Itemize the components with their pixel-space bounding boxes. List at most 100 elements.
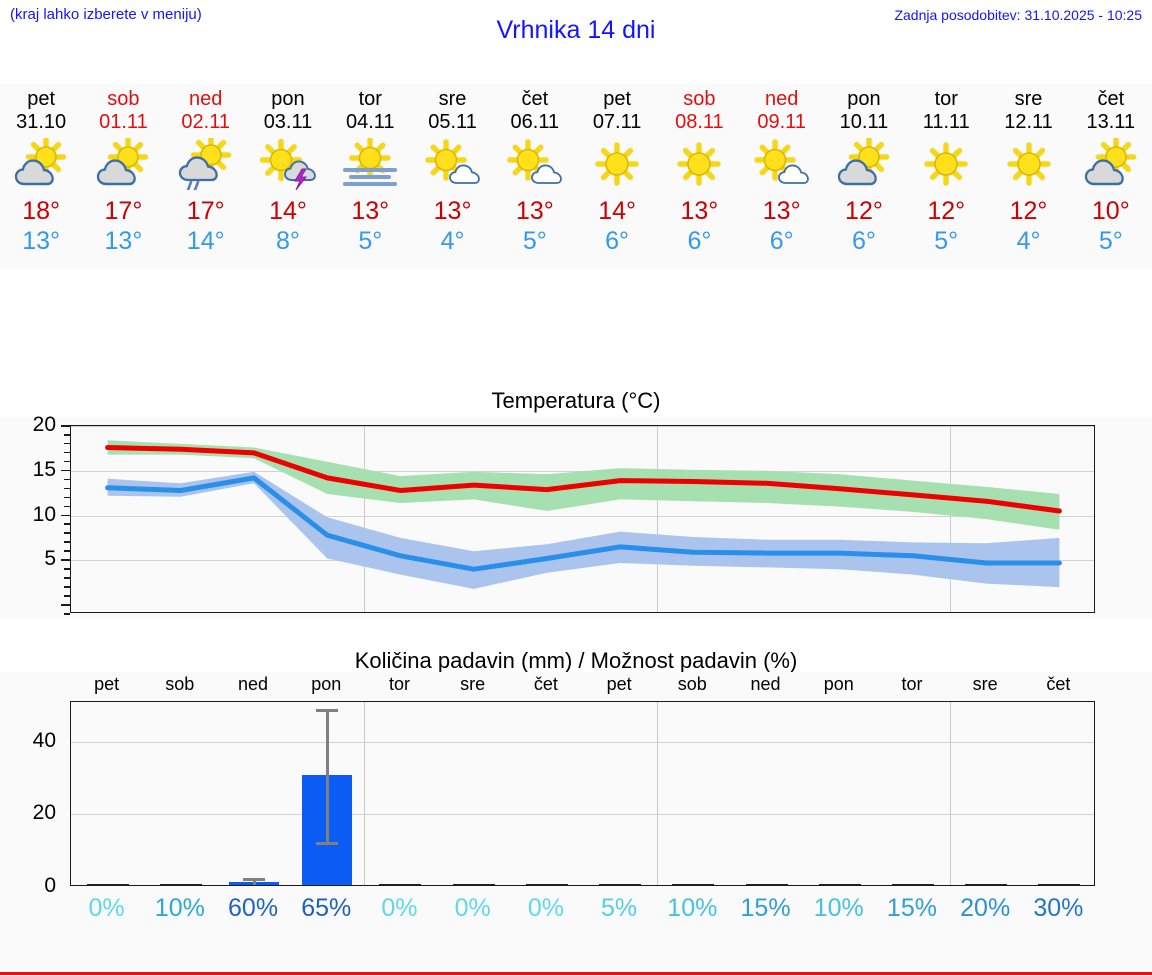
precipitation-probability: 5% [601,894,638,922]
y-axis-tick [64,460,70,463]
gridline-horizontal [71,426,1094,427]
error-bar-cap [316,709,339,713]
precipitation-day-label: čet [533,674,558,694]
day-name: pon [271,88,305,110]
day-column[interactable]: pet 31.10 18° 13° [0,84,82,269]
day-date: 13.11 [1086,111,1136,133]
y-axis-tick [64,550,70,552]
temperature-chart-title: Temperatura (°C) [491,388,661,413]
precipitation-day-label: pon [311,674,342,694]
precipitation-bar [86,884,129,885]
day-column[interactable]: sob 08.11 13° 6° [658,84,740,269]
weather-icon-container [586,138,648,190]
precipitation-bar [1038,884,1081,885]
temp-max: 13° [762,197,801,225]
y-axis-tick [61,469,70,472]
precipitation-bar [452,884,495,885]
temp-min: 5° [934,227,959,255]
y-axis-tick [64,532,70,535]
day-date: 09.11 [757,111,806,133]
temp-min: 6° [687,227,712,255]
sun-icon [677,141,722,187]
day-column[interactable]: sre 12.11 12° 4° [987,84,1069,269]
error-bar [252,877,256,885]
precipitation-probability: 15% [740,894,791,922]
gridline-vertical [656,702,658,885]
error-bar [325,709,329,842]
temp-max: 13° [680,197,719,225]
precipitation-day-label: pon [823,674,854,694]
sun-icon [594,141,640,187]
temp-max: 17° [186,197,225,225]
y-axis-tick [64,496,70,499]
weather-icon-container [175,134,237,192]
day-date: 01.11 [99,111,148,133]
day-column[interactable]: pon 10.11 12° 6° [823,84,905,269]
weather-icon-container [751,138,813,190]
temp-min: 14° [186,227,225,255]
precipitation-day-label: ned [238,674,269,694]
day-column[interactable]: sre 05.11 13° 4° [411,84,493,269]
day-date: 10.11 [839,111,889,133]
temp-max: 12° [927,197,966,225]
last-updated-label: Zadnja posodobitev: 31.10.2025 - 10:25 [894,7,1142,23]
y-axis-tick [64,487,70,490]
y-axis-tick [64,577,70,579]
weather-icon-container [504,138,566,190]
y-axis-tick [64,478,70,481]
y-axis-tick [61,514,70,517]
day-column[interactable]: čet 06.11 13° 5° [494,84,576,269]
weather-icon-container [833,136,895,190]
day-name: sob [107,88,140,110]
y-axis-label: 0 [44,874,56,897]
day-date: 08.11 [675,111,724,133]
day-column[interactable]: pet 07.11 14° 6° [576,84,658,269]
precipitation-probability: 30% [1033,894,1084,922]
precipitation-day-label: tor [901,674,923,694]
temp-max: 13° [433,197,472,225]
y-axis-label: 20 [32,801,56,825]
precipitation-day-label: pet [94,674,120,694]
day-name: pet [603,88,632,110]
gridline-horizontal [71,814,1094,816]
day-column[interactable]: tor 11.11 12° 5° [905,84,987,269]
bottom-accent-bar [0,972,1152,975]
precipitation-probability: 65% [301,894,352,922]
y-axis-label: 10 [32,502,56,526]
day-column[interactable]: sob 01.11 17° 13° [82,84,164,269]
y-axis-label: 20 [32,413,56,436]
day-column[interactable]: pon 03.11 14° 8° [247,84,329,269]
precipitation-bar [525,884,568,885]
sun-behind-cloud-icon [837,136,890,186]
day-name: pon [847,88,881,110]
precipitation-probability: 15% [886,894,937,922]
y-axis-tick [64,586,70,588]
precipitation-day-label: čet [1046,674,1071,694]
day-date: 05.11 [428,111,477,133]
day-name: ned [764,88,799,110]
gridline-vertical [363,702,365,885]
day-date: 11.11 [922,111,970,133]
temp-min: 4° [440,227,465,255]
y-axis-label: 40 [32,728,56,752]
y-axis-tick [64,568,70,570]
day-column[interactable]: ned 09.11 13° 6° [741,84,823,269]
day-name: ned [189,88,223,110]
temp-min: 13° [104,227,143,255]
day-date: 03.11 [263,111,313,133]
day-column[interactable]: tor 04.11 13° 5° [329,84,411,269]
y-axis-tick [61,425,70,427]
temp-max: 18° [22,197,61,225]
sun-small-cloud-icon [424,138,480,184]
day-column[interactable]: čet 13.11 10° 5° [1070,84,1152,269]
gridline-vertical [656,426,658,612]
temp-min: 6° [769,227,794,255]
location-menu-hint[interactable]: (kraj lahko izberete v meniju) [10,6,202,23]
temp-max: 13° [351,197,390,225]
temp-min: 5° [1098,227,1123,255]
precipitation-bar [159,884,202,885]
top-bar: (kraj lahko izberete v meniju) Vrhnika 1… [0,0,1152,64]
sun-behind-cloud-icon [1084,136,1137,186]
day-column[interactable]: ned 02.11 17° 14° [165,84,247,269]
precipitation-chart-panel: 0 20 40 pet sob ned pon tor sre čet pet sob ned pon t… [0,672,1152,975]
